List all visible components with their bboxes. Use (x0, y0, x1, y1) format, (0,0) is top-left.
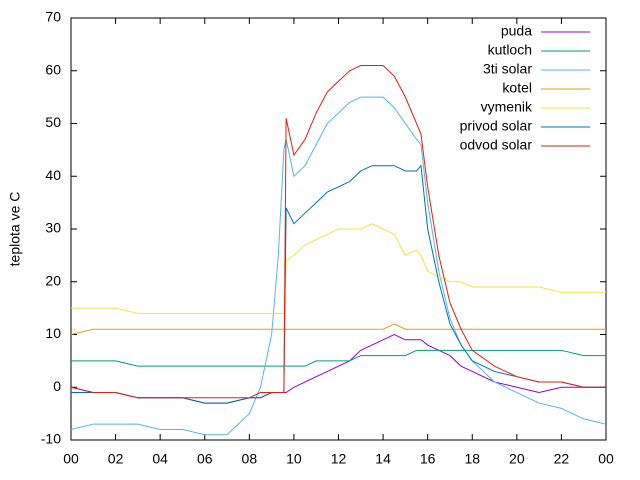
legend-label: privod solar (460, 118, 533, 134)
series-line (70, 323, 606, 335)
x-tick-label: 02 (108, 451, 124, 467)
x-tick-label: 00 (598, 451, 614, 467)
x-tick-label: 06 (197, 451, 213, 467)
y-tick-label: 60 (45, 61, 61, 77)
legend-label: vymenik (481, 99, 533, 115)
y-tick-label: 40 (45, 167, 61, 183)
legend-label: odvod solar (460, 137, 533, 153)
y-tick-label: -10 (41, 431, 61, 447)
x-tick-label: 20 (509, 451, 525, 467)
x-tick-label: 12 (331, 451, 347, 467)
x-tick-label: 16 (420, 451, 436, 467)
x-tick-label: 08 (242, 451, 258, 467)
y-tick-label: 50 (45, 114, 61, 130)
x-tick-label: 10 (286, 451, 302, 467)
series-line (71, 223, 606, 314)
series-line (70, 333, 606, 404)
x-tick-label: 14 (375, 451, 391, 467)
legend-label: kutloch (488, 42, 532, 58)
y-tick-label: 70 (45, 9, 61, 25)
y-tick-label: 0 (53, 378, 61, 394)
series-line (71, 349, 606, 367)
x-tick-label: 04 (152, 451, 168, 467)
x-tick-label: 18 (464, 451, 480, 467)
legend-label: puda (501, 23, 532, 39)
y-tick-label: 30 (45, 220, 61, 236)
y-tick-label: 10 (45, 325, 61, 341)
y-axis-label: teplota ve C (7, 192, 23, 267)
legend-label: kotel (502, 80, 532, 96)
series-line (71, 164, 606, 404)
x-tick-label: 22 (554, 451, 570, 467)
y-tick-label: 20 (45, 272, 61, 288)
series-line (70, 64, 606, 399)
x-tick-label: 00 (63, 451, 79, 467)
legend-label: 3ti solar (483, 61, 532, 77)
